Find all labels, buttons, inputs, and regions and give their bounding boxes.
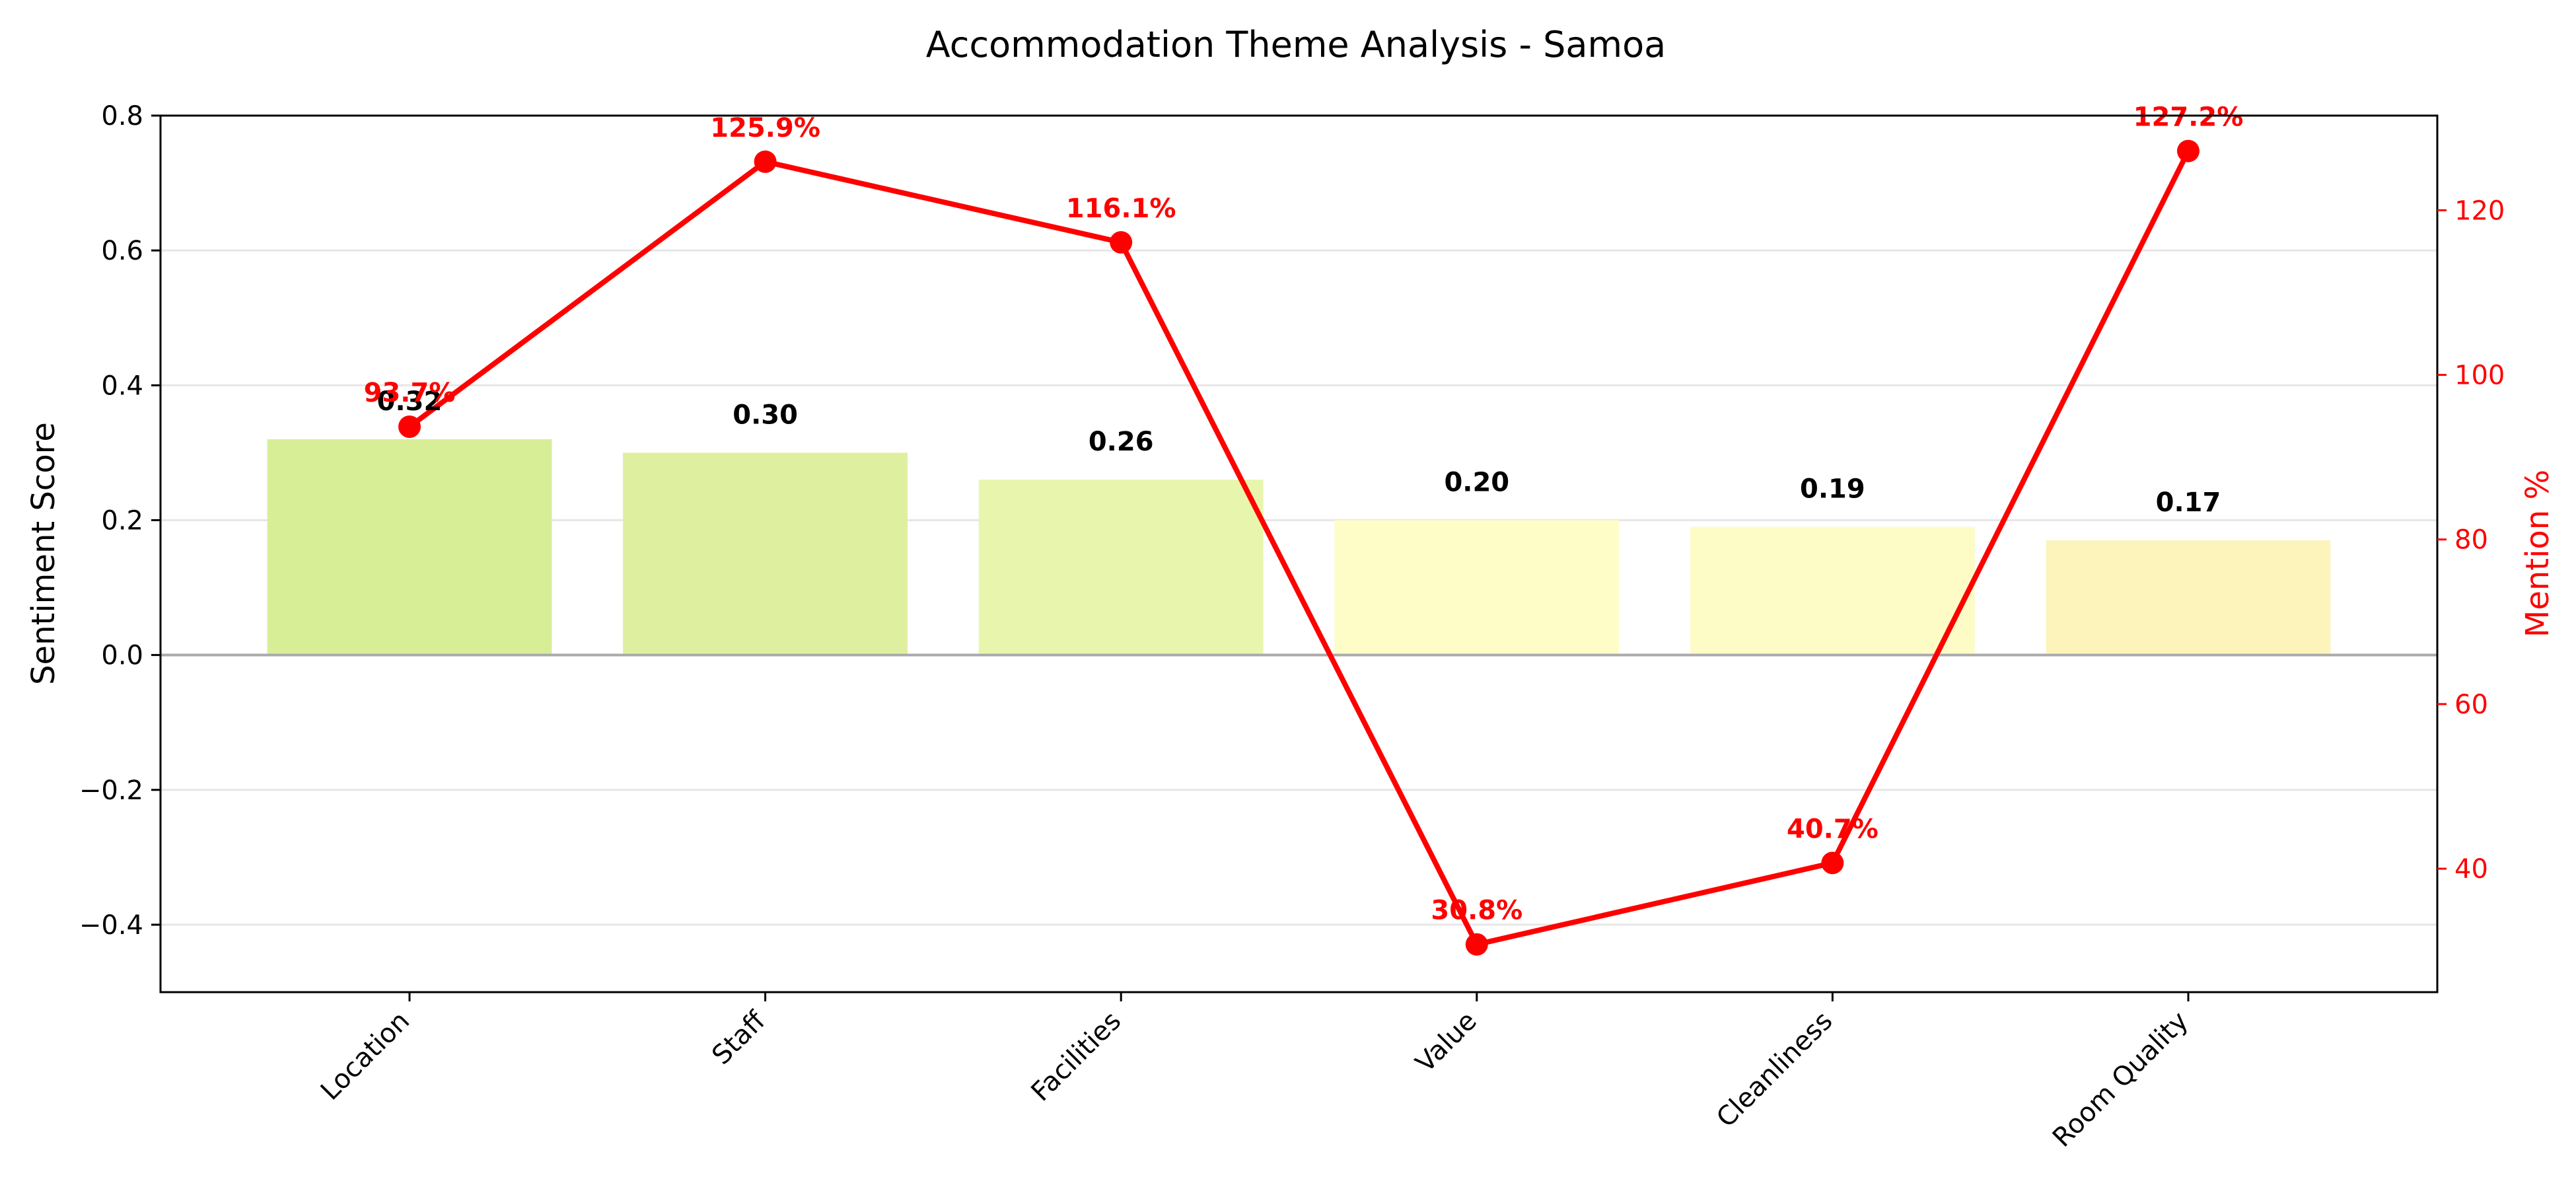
mention-value-label: 125.9% (710, 113, 820, 143)
mention-value-label: 40.7% (1787, 814, 1878, 844)
mention-value-label: 93.7% (364, 378, 456, 408)
mention-point (1110, 231, 1133, 254)
y2-tick-label: 60 (2454, 690, 2488, 720)
mention-value-label: 30.8% (1431, 896, 1522, 926)
y2-axis-label: Mention % (2519, 470, 2556, 637)
mention-point (1465, 933, 1488, 956)
bar (267, 439, 552, 655)
bar (1334, 520, 1620, 655)
y2-tick-label: 40 (2454, 854, 2488, 884)
line-layer (398, 139, 2200, 956)
bar-value-label: 0.26 (1089, 427, 1154, 457)
y-tick-label: 0.2 (101, 505, 143, 536)
y-tick-label: 0.4 (101, 371, 143, 401)
mention-line (408, 149, 2191, 947)
bar-value-label: 0.32 (377, 386, 443, 417)
mention-point (2176, 139, 2200, 162)
bar-value-label: 0.17 (2156, 487, 2221, 518)
y-tick-label: −0.4 (79, 910, 143, 941)
y-tick-label: 0.6 (101, 236, 143, 266)
label-layer: 0.32 0.30 0.26 0.20 0.19 0.17 93.7% 125.9% 116.1… (364, 102, 2244, 926)
y-tick-label: 0.0 (101, 641, 143, 671)
y2-tick-label: 100 (2454, 360, 2505, 390)
bar (2046, 540, 2331, 655)
bar (978, 480, 1264, 655)
y-tick-label: 0.8 (101, 101, 143, 131)
mention-value-label: 127.2% (2133, 102, 2244, 133)
y2-tick-label: 120 (2454, 196, 2505, 226)
plot-frame (159, 114, 2439, 993)
bar (623, 452, 908, 655)
bar-value-label: 0.19 (1800, 474, 1865, 505)
mention-value-label: 116.1% (1066, 194, 1176, 224)
y-tick-label: −0.2 (79, 775, 143, 806)
bar-value-label: 0.30 (733, 400, 798, 430)
chart-title: Accommodation Theme Analysis - Samoa (926, 24, 1666, 65)
y2-tick-label: 80 (2454, 525, 2488, 556)
bar-layer (267, 439, 2331, 655)
mention-point (1821, 851, 1844, 875)
mention-point (754, 150, 777, 173)
mention-point (398, 415, 421, 438)
y-axis-label: Sentiment Score (25, 422, 62, 685)
bar (1690, 526, 1975, 655)
bar-value-label: 0.20 (1444, 467, 1509, 497)
